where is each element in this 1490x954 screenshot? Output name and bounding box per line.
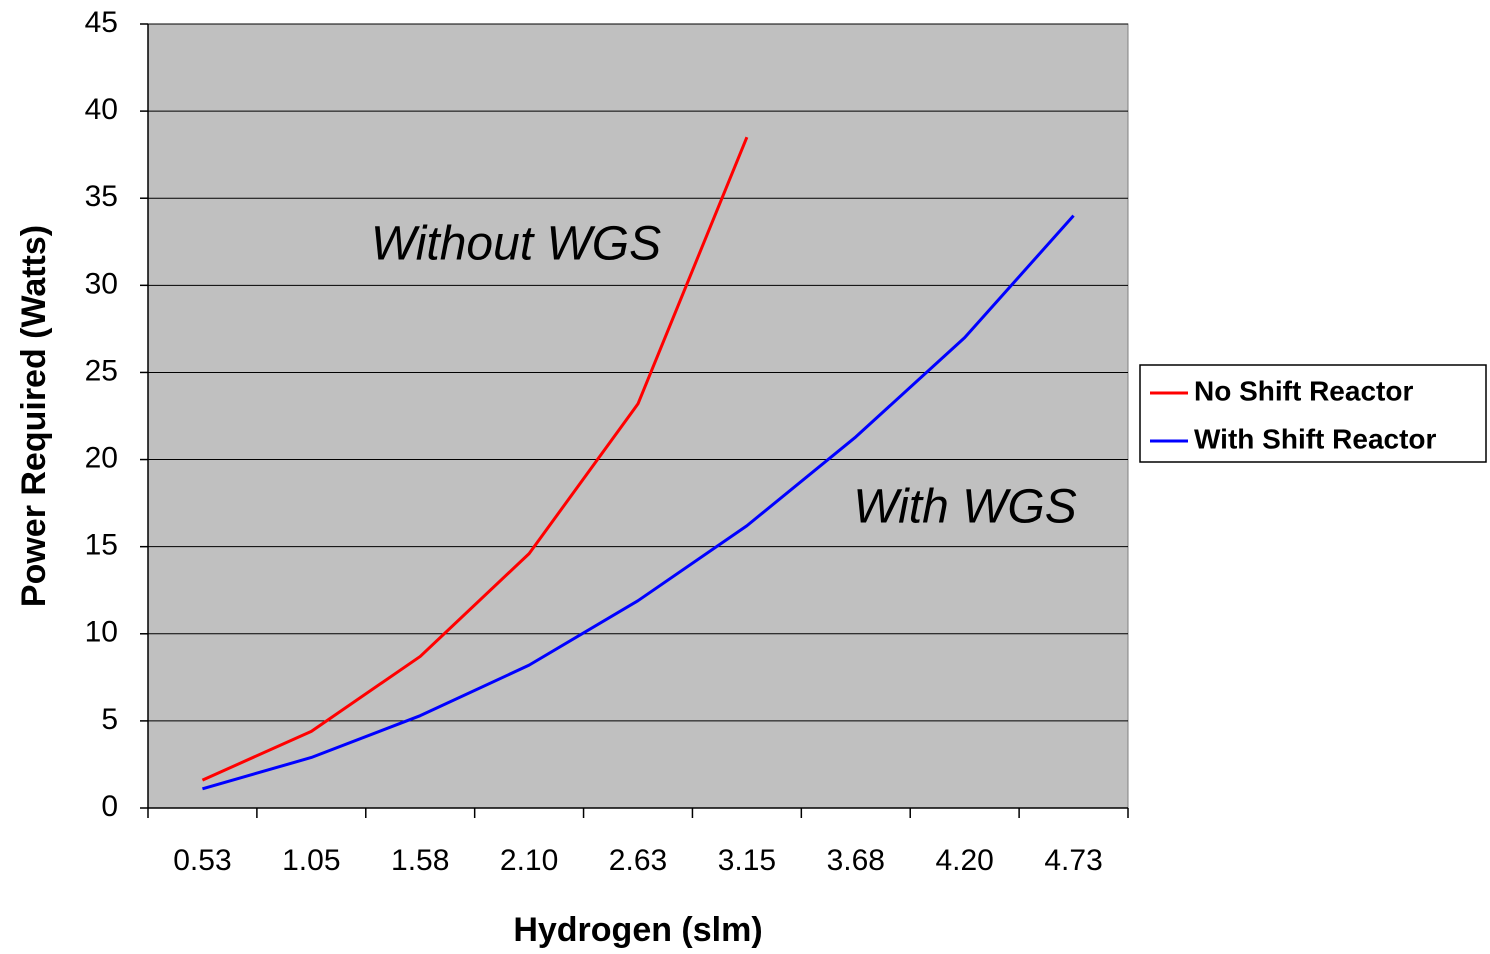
y-tick-label: 40 [85,93,118,126]
legend-label: With Shift Reactor [1194,423,1437,454]
x-tick-label: 1.05 [282,844,340,877]
y-tick-label: 30 [85,267,118,300]
y-tick-label: 35 [85,180,118,213]
x-tick-label: 4.20 [935,844,993,877]
annotation: Without WGS [371,218,661,271]
x-tick-label: 2.10 [500,844,558,877]
y-tick-label: 15 [85,529,118,562]
line-series [202,214,1075,791]
plot-area [147,23,1129,809]
line-series [201,136,749,782]
x-tick-label: 3.15 [718,844,776,877]
y-tick-label: 10 [85,616,118,649]
x-tick-label: 0.53 [173,844,231,877]
y-tick-label: 25 [85,354,118,387]
legend-label: No Shift Reactor [1194,375,1413,406]
x-tick-label: 4.73 [1044,844,1102,877]
y-tick-label: 5 [101,703,118,736]
y-tick-label: 0 [101,790,118,823]
x-tick-label: 1.58 [391,844,449,877]
y-axis-title: Power Required (Watts) [15,225,53,607]
x-tick-label: 3.68 [827,844,885,877]
x-axis-title: Hydrogen (slm) [513,911,762,949]
annotation: With WGS [853,481,1077,534]
legend-box [1139,364,1487,463]
y-tick-label: 45 [85,6,118,39]
y-tick-label: 20 [85,441,118,474]
x-tick-label: 2.63 [609,844,667,877]
